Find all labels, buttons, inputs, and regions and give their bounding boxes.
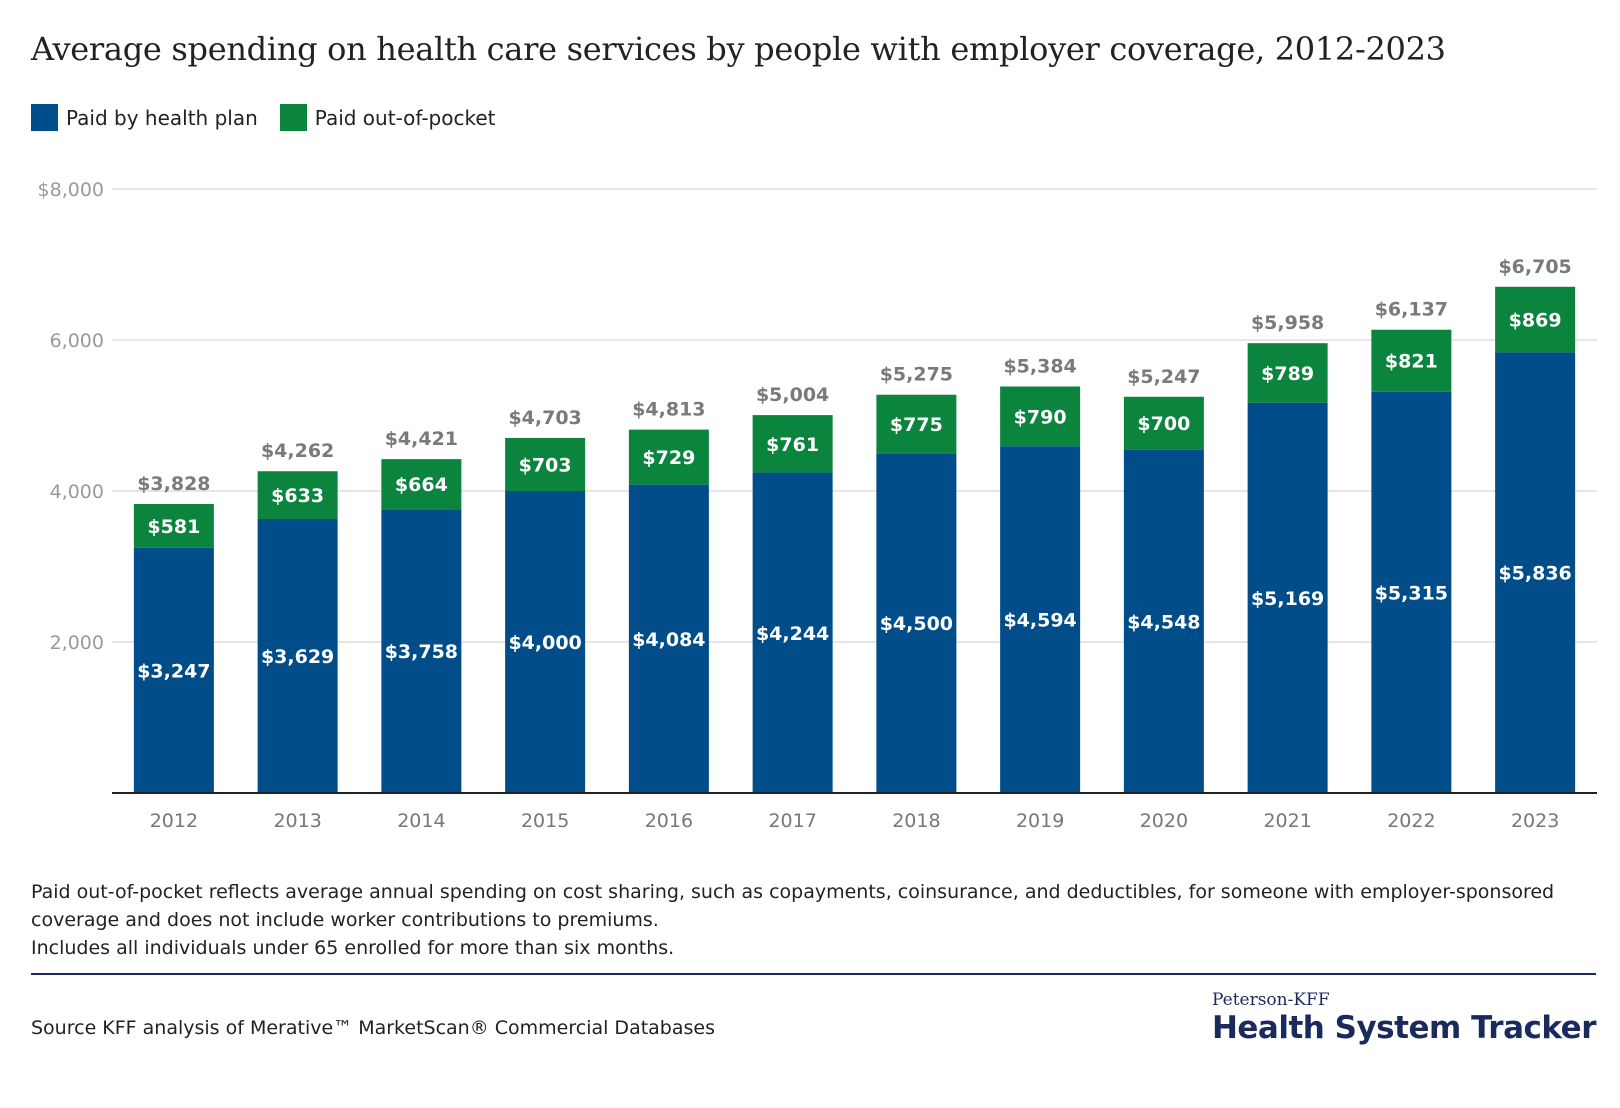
chart-notes: Paid out-of-pocket reflects average annu… [31, 878, 1591, 962]
y-tick-label: $8,000 [38, 179, 104, 201]
data-label-health-plan: $3,629 [261, 646, 334, 668]
bar-out-of-pocket [381, 459, 462, 510]
chart-title: Average spending on health care services… [31, 30, 1446, 68]
bar-out-of-pocket [1371, 329, 1452, 392]
total-label: $6,705 [1498, 256, 1571, 278]
total-label: $5,384 [1003, 356, 1076, 378]
total-label: $5,247 [1127, 366, 1200, 388]
stacked-bar-chart: 2,000 4,000 6,000 $8,000 $3,247 $581 $3,828 201… [38, 179, 1597, 832]
x-tick-label: 2016 [645, 810, 693, 832]
data-label-health-plan: $4,084 [632, 629, 705, 651]
x-tick-label: 2014 [397, 810, 445, 832]
x-tick-label: 2021 [1263, 810, 1311, 832]
data-label-health-plan: $4,548 [1127, 611, 1200, 633]
data-label-health-plan: $5,836 [1498, 563, 1571, 585]
data-label-out-of-pocket: $761 [766, 434, 819, 456]
bar-health-plan [1371, 391, 1452, 793]
x-tick-label: 2022 [1387, 810, 1435, 832]
bar-out-of-pocket [505, 437, 586, 491]
bar-health-plan [876, 453, 957, 793]
brand-big-text: Health System Tracker [1211, 1010, 1597, 1046]
bar-health-plan [505, 491, 586, 793]
total-label: $5,275 [880, 364, 953, 386]
data-label-out-of-pocket: $664 [395, 474, 448, 496]
legend-label-out-of-pocket: Paid out-of-pocket [314, 105, 496, 130]
x-tick-label: 2020 [1140, 810, 1188, 832]
bar-health-plan [752, 472, 833, 793]
legend-item-health-plan: Paid by health plan [31, 104, 258, 131]
source-text: Source KFF analysis of Merative™ MarketS… [31, 1017, 715, 1039]
bar-out-of-pocket [628, 429, 709, 485]
bar-health-plan [257, 519, 338, 793]
data-label-out-of-pocket: $633 [271, 485, 324, 507]
data-label-health-plan: $4,000 [508, 632, 581, 654]
total-label: $5,004 [756, 384, 829, 406]
x-tick-label: 2015 [521, 810, 569, 832]
total-label: $4,262 [261, 440, 334, 462]
bar-health-plan [1123, 449, 1204, 793]
x-tick-label: 2012 [150, 810, 198, 832]
legend-swatch-out-of-pocket [279, 104, 307, 131]
y-tick-label: 2,000 [50, 632, 104, 654]
bar-health-plan [1495, 352, 1576, 793]
y-tick-label: 4,000 [50, 481, 104, 503]
total-label: $4,813 [632, 399, 705, 421]
data-label-health-plan: $3,247 [137, 660, 210, 682]
note-enrollment: Includes all individuals under 65 enroll… [31, 937, 675, 959]
bar-out-of-pocket [1123, 396, 1204, 450]
total-label: $5,958 [1251, 312, 1324, 334]
data-label-health-plan: $3,758 [385, 641, 458, 663]
bar-out-of-pocket [133, 503, 214, 548]
y-tick-label: 6,000 [50, 330, 104, 352]
bar-out-of-pocket [752, 415, 833, 473]
bar-health-plan [133, 547, 214, 793]
x-tick-label: 2013 [273, 810, 321, 832]
total-label: $3,828 [137, 473, 210, 495]
legend: Paid by health plan Paid out-of-pocket [31, 104, 518, 131]
data-label-out-of-pocket: $821 [1385, 351, 1438, 373]
total-label: $4,421 [385, 428, 458, 450]
bar-health-plan [381, 509, 462, 793]
x-tick-label: 2017 [768, 810, 816, 832]
note-out-of-pocket: Paid out-of-pocket reflects average annu… [31, 881, 1555, 931]
brand-logo: Peterson-KFF Health System Tracker [1211, 990, 1597, 1046]
data-label-health-plan: $4,500 [880, 613, 953, 635]
divider [31, 973, 1596, 975]
bar-health-plan [1247, 402, 1328, 793]
bar-out-of-pocket [1247, 343, 1328, 403]
data-label-health-plan: $4,594 [1003, 610, 1076, 632]
bar-health-plan [1000, 446, 1081, 793]
x-tick-label: 2018 [892, 810, 940, 832]
data-label-health-plan: $4,244 [756, 623, 829, 645]
bar-out-of-pocket [876, 394, 957, 454]
data-label-out-of-pocket: $790 [1014, 406, 1067, 428]
legend-item-out-of-pocket: Paid out-of-pocket [279, 104, 496, 131]
legend-label-health-plan: Paid by health plan [66, 105, 258, 130]
data-label-out-of-pocket: $775 [890, 414, 943, 436]
bar-out-of-pocket [1000, 386, 1081, 447]
bar-out-of-pocket [1495, 286, 1576, 353]
data-label-out-of-pocket: $789 [1261, 363, 1314, 385]
bar-out-of-pocket [257, 471, 338, 520]
data-label-out-of-pocket: $700 [1137, 413, 1190, 435]
data-label-out-of-pocket: $581 [147, 516, 200, 538]
total-label: $6,137 [1375, 299, 1448, 321]
data-label-health-plan: $5,315 [1375, 582, 1448, 604]
legend-swatch-health-plan [31, 104, 58, 131]
x-tick-label: 2023 [1511, 810, 1559, 832]
data-label-out-of-pocket: $703 [519, 454, 572, 476]
bar-health-plan [628, 484, 709, 793]
data-label-out-of-pocket: $869 [1509, 310, 1562, 332]
data-label-health-plan: $5,169 [1251, 588, 1324, 610]
data-label-out-of-pocket: $729 [642, 447, 695, 469]
x-tick-label: 2019 [1016, 810, 1064, 832]
brand-small-text: Peterson-KFF [1211, 990, 1330, 1010]
total-label: $4,703 [508, 407, 581, 429]
